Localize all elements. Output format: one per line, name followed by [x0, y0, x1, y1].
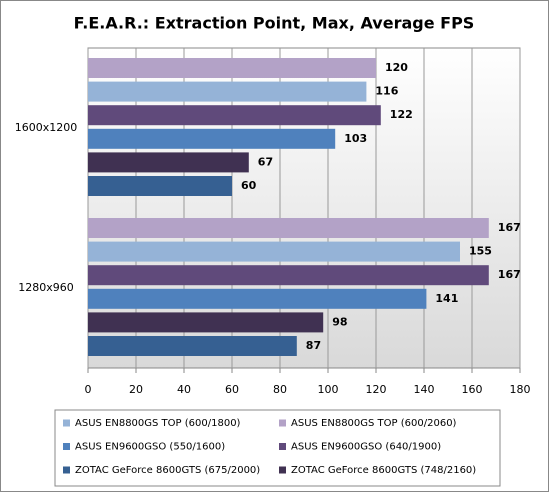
bar [88, 58, 376, 78]
legend-swatch [63, 443, 70, 450]
x-tick-label: 80 [273, 383, 287, 396]
value-label: 167 [498, 221, 521, 234]
legend-swatch [279, 443, 286, 450]
legend-box [54, 409, 501, 487]
bar [88, 105, 381, 126]
legend-label: ZOTAC GeForce 8600GTS (675/2000) [75, 465, 260, 476]
bar [88, 81, 367, 102]
value-label: 155 [469, 245, 492, 258]
bar [88, 312, 324, 333]
x-tick-label: 180 [510, 383, 531, 396]
legend-label: ZOTAC GeForce 8600GTS (748/2160) [291, 465, 476, 476]
legend-label: ASUS EN9600GSO (550/1600) [75, 442, 225, 453]
bar [88, 176, 232, 196]
value-label: 60 [241, 179, 257, 192]
chart-title: F.E.A.R.: Extraction Point, Max, Average… [74, 14, 475, 33]
legend-label: ASUS EN8800GS TOP (600/1800) [75, 418, 241, 429]
legend-label: ASUS EN9600GSO (640/1900) [291, 442, 441, 453]
legend-swatch [279, 466, 286, 474]
bar [88, 336, 297, 356]
bar [88, 241, 460, 262]
value-label: 67 [258, 155, 273, 168]
value-label: 103 [344, 132, 367, 145]
value-label: 87 [306, 339, 321, 352]
value-label: 116 [375, 85, 398, 98]
bar [88, 218, 489, 238]
value-label: 120 [385, 61, 408, 74]
bar [88, 265, 489, 286]
bar [88, 288, 427, 309]
x-tick-label: 160 [462, 383, 483, 396]
legend-swatch [279, 419, 286, 427]
x-tick-label: 20 [129, 383, 143, 396]
bar [88, 128, 336, 149]
bar [88, 152, 249, 173]
x-tick-label: 140 [414, 383, 435, 396]
y-tick-label: 1280x960 [18, 281, 74, 294]
value-label: 167 [498, 268, 521, 281]
legend-label: ASUS EN8800GS TOP (600/2060) [291, 418, 457, 429]
x-tick-label: 0 [85, 383, 92, 396]
value-label: 122 [390, 108, 413, 121]
x-tick-label: 60 [225, 383, 239, 396]
value-label: 98 [332, 315, 347, 328]
y-tick-label: 1600x1200 [15, 121, 78, 134]
x-tick-label: 40 [177, 383, 191, 396]
legend-swatch [63, 466, 70, 474]
x-tick-label: 120 [366, 383, 387, 396]
x-tick-label: 100 [318, 383, 339, 396]
legend-swatch [63, 419, 70, 427]
value-label: 141 [435, 292, 458, 305]
